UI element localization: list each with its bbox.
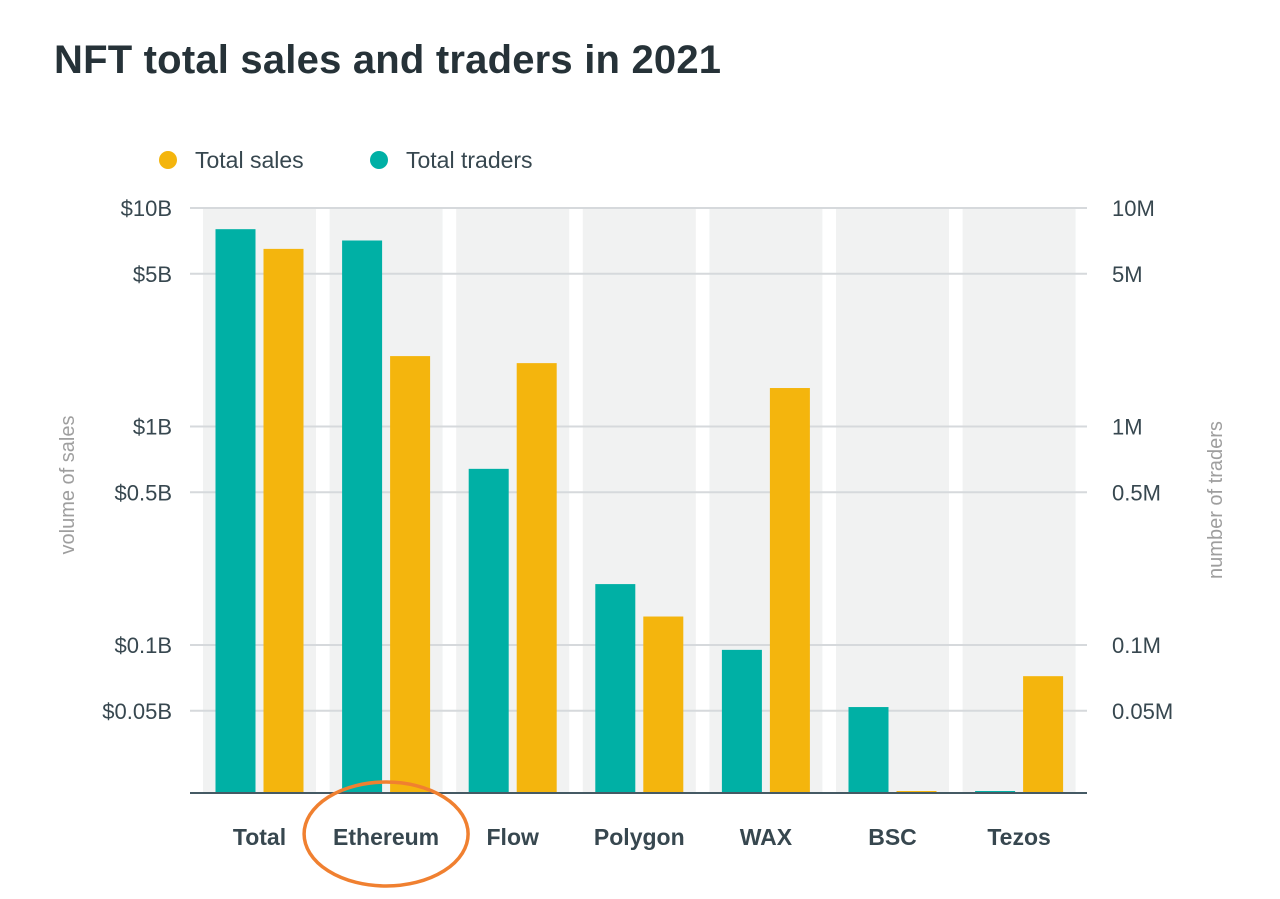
left-axis-title: volume of sales (57, 416, 79, 555)
left-tick-label: $0.1B (115, 633, 173, 658)
right-tick-label: 0.05M (1112, 699, 1173, 724)
right-tick-label: 1M (1112, 415, 1143, 440)
category-label-polygon: Polygon (594, 824, 685, 850)
legend-marker-total-traders (370, 151, 388, 169)
right-axis-title: number of traders (1205, 421, 1227, 579)
category-bands (203, 208, 1076, 793)
left-tick-label: $0.5B (115, 480, 173, 505)
bar-total-traders-ethereum (342, 240, 383, 793)
bar-total-sales-ethereum (390, 356, 431, 793)
category-label-tezos: Tezos (987, 824, 1050, 850)
bar-total-sales-tezos (1023, 676, 1064, 793)
left-tick-label: $10B (121, 196, 172, 221)
bar-total-traders-polygon (595, 584, 636, 793)
bar-total-sales-polygon (643, 616, 684, 793)
right-tick-label: 10M (1112, 196, 1155, 221)
category-label-flow: Flow (487, 824, 539, 850)
bar-total-sales-wax (769, 388, 810, 793)
legend-label-total-sales: Total sales (195, 147, 304, 173)
category-label-bsc: BSC (868, 824, 917, 850)
chart-title: NFT total sales and traders in 2021 (54, 38, 722, 82)
right-tick-label: 0.1M (1112, 633, 1161, 658)
category-label-total: Total (233, 824, 286, 850)
left-tick-label: $0.05B (102, 699, 172, 724)
right-tick-label: 0.5M (1112, 480, 1161, 505)
bar-total-traders-wax (721, 649, 762, 793)
bar-total-traders-total (215, 229, 256, 794)
legend: Total sales Total traders (159, 147, 533, 173)
bar-total-sales-total (263, 248, 304, 794)
left-tick-label: $5B (133, 262, 172, 287)
bar-total-traders-flow (468, 468, 509, 793)
legend-label-total-traders: Total traders (406, 147, 533, 173)
bars (215, 229, 1064, 794)
category-band-bsc (836, 208, 949, 793)
gridlines (190, 207, 1087, 712)
left-tick-label: $1B (133, 415, 172, 440)
axes: $10B $5B $1B $0.5B $0.1B $0.05B 10M 5M 1M 0.5M 0.1… (57, 196, 1227, 888)
legend-marker-total-sales (159, 151, 177, 169)
highlight-circle (302, 780, 470, 888)
bar-total-sales-flow (516, 363, 557, 793)
category-label-ethereum: Ethereum (333, 824, 439, 850)
right-tick-label: 5M (1112, 262, 1143, 287)
category-label-wax: WAX (740, 824, 793, 850)
bar-total-traders-bsc (848, 707, 889, 793)
